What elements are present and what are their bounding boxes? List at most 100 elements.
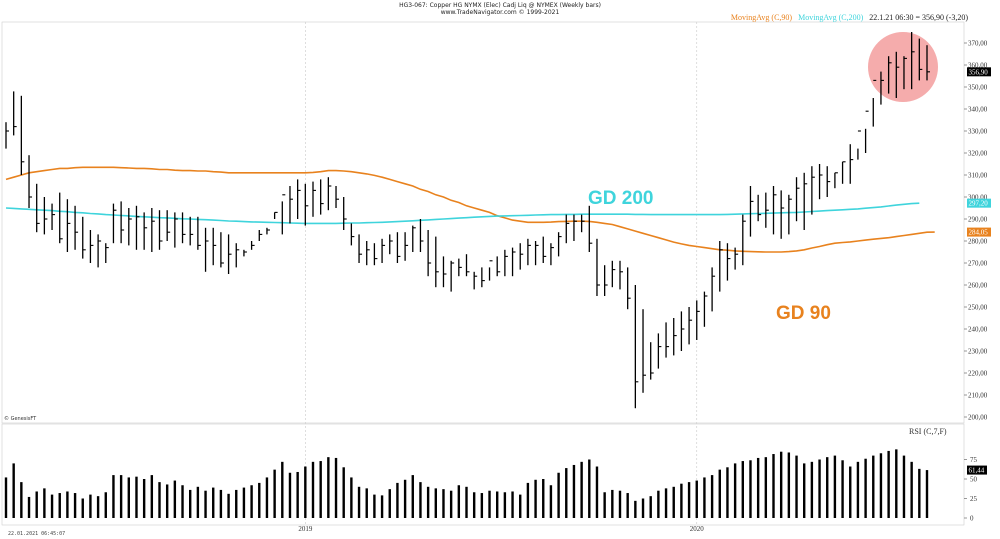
rsi-bar bbox=[503, 492, 507, 518]
price-bar bbox=[864, 110, 869, 153]
price-bar bbox=[488, 260, 493, 281]
rsi-bar bbox=[572, 464, 576, 518]
rsi-bar bbox=[595, 466, 599, 518]
y-tick-label: 240,00 bbox=[968, 326, 988, 334]
rsi-tick-label: 50 bbox=[970, 476, 978, 484]
rsi-bar bbox=[20, 482, 23, 518]
price-bar bbox=[82, 216, 86, 259]
ma200-tag: 297,20 bbox=[969, 200, 989, 208]
price-bar bbox=[696, 300, 700, 340]
y-tick-label: 210,00 bbox=[968, 392, 988, 400]
rsi-bar bbox=[864, 458, 867, 518]
price-bar bbox=[281, 194, 286, 235]
rsi-bar bbox=[588, 459, 591, 518]
y-tick-label: 230,00 bbox=[968, 348, 988, 356]
rsi-bar bbox=[265, 477, 269, 518]
rsi-bar bbox=[779, 451, 783, 518]
value-tags: 356,90 297,20 284,05 61,44 bbox=[967, 67, 991, 475]
rsi-bar bbox=[27, 496, 31, 518]
rsi-bar bbox=[43, 488, 46, 518]
price-bar bbox=[657, 333, 662, 369]
rsi-bar bbox=[849, 466, 852, 518]
price-bar bbox=[458, 258, 462, 277]
price-bar bbox=[711, 267, 716, 312]
rsi-bar bbox=[749, 460, 752, 518]
price-bar bbox=[66, 199, 71, 252]
gd90-annotation: GD 90 bbox=[776, 303, 831, 324]
rsi-bar bbox=[165, 484, 169, 518]
price-bar bbox=[550, 243, 554, 266]
price-bar bbox=[450, 260, 455, 292]
price-bar bbox=[473, 271, 478, 290]
rsi-bar bbox=[664, 488, 668, 518]
x-tick-label: 2020 bbox=[690, 525, 705, 533]
timestamp: 22.01.2021 06:45:07 bbox=[8, 531, 66, 537]
price-bar bbox=[803, 172, 808, 230]
price-bar bbox=[59, 192, 63, 244]
price-bar bbox=[604, 265, 608, 296]
price-bar bbox=[734, 247, 739, 270]
last-price-tag: 356,90 bbox=[969, 68, 989, 76]
rsi-bar bbox=[496, 491, 499, 518]
price-bar bbox=[197, 216, 201, 250]
rsi-bar bbox=[557, 472, 560, 518]
rsi-bar bbox=[626, 493, 629, 518]
price-bar bbox=[726, 243, 731, 281]
ma200-line bbox=[5, 202, 920, 225]
price-bar bbox=[404, 232, 409, 261]
price-bar bbox=[465, 254, 470, 277]
rsi-bar bbox=[281, 461, 284, 518]
price-bar bbox=[5, 122, 9, 149]
price-bar bbox=[243, 249, 247, 257]
price-bar bbox=[13, 91, 17, 136]
price-bar bbox=[742, 214, 746, 266]
price-bar bbox=[673, 318, 677, 356]
rsi-bar bbox=[112, 475, 115, 518]
rsi-bar bbox=[242, 487, 246, 518]
y-tick-label: 360,00 bbox=[968, 62, 988, 70]
price-bar bbox=[174, 212, 178, 248]
rsi-tick-label: 75 bbox=[970, 456, 978, 464]
price-bar bbox=[166, 210, 171, 241]
rsi-title: RSI (C,7,F) bbox=[909, 427, 947, 436]
rsi-bar bbox=[50, 494, 54, 518]
rsi-bar bbox=[649, 496, 652, 518]
price-bar bbox=[911, 32, 915, 90]
rsi-bar bbox=[342, 467, 345, 518]
price-bar bbox=[189, 216, 194, 246]
price-bar bbox=[427, 230, 432, 277]
rsi-bar bbox=[741, 461, 744, 518]
price-bar bbox=[619, 260, 623, 290]
price-bar bbox=[343, 197, 347, 230]
price-bar bbox=[680, 311, 685, 351]
price-bar bbox=[304, 183, 309, 226]
price-bar bbox=[688, 307, 693, 345]
rsi-bar bbox=[426, 486, 430, 518]
price-bar bbox=[235, 243, 240, 268]
y-tick-label: 310,00 bbox=[968, 172, 988, 180]
rsi-bar bbox=[695, 480, 698, 518]
last-price-tag-bg bbox=[967, 67, 991, 77]
price-bar bbox=[765, 192, 769, 228]
ma90-line bbox=[5, 166, 935, 253]
y-tick-label: 250,00 bbox=[968, 304, 988, 312]
rsi-bar bbox=[856, 461, 860, 518]
rsi-bar bbox=[618, 490, 622, 518]
price-bar bbox=[105, 243, 109, 263]
rsi-bar bbox=[457, 485, 461, 518]
price-bar bbox=[749, 186, 754, 237]
price-bar bbox=[611, 260, 616, 288]
price-bar bbox=[650, 342, 654, 380]
rsi-bar bbox=[511, 491, 514, 518]
rsi-bar bbox=[449, 490, 453, 518]
ma90-path bbox=[5, 166, 935, 253]
rsi-bars bbox=[4, 449, 929, 518]
price-bar bbox=[841, 161, 846, 184]
rsi-bar bbox=[365, 488, 368, 518]
y-tick-label: 280,00 bbox=[968, 238, 988, 246]
rsi-bar bbox=[388, 489, 391, 518]
price-bar bbox=[849, 144, 854, 184]
price-bar bbox=[220, 232, 224, 268]
rsi-bar bbox=[841, 460, 844, 518]
